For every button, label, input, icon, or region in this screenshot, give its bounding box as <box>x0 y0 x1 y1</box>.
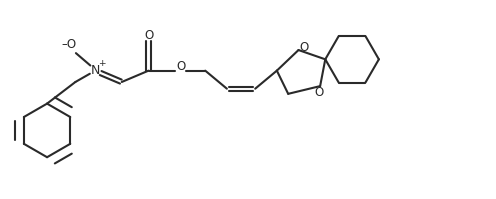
Text: O: O <box>314 86 324 99</box>
Text: O: O <box>177 60 186 73</box>
Text: O: O <box>299 41 309 54</box>
Text: +: + <box>98 60 106 68</box>
Text: O: O <box>144 29 153 42</box>
Text: –O: –O <box>62 38 77 51</box>
Text: N: N <box>90 64 100 77</box>
